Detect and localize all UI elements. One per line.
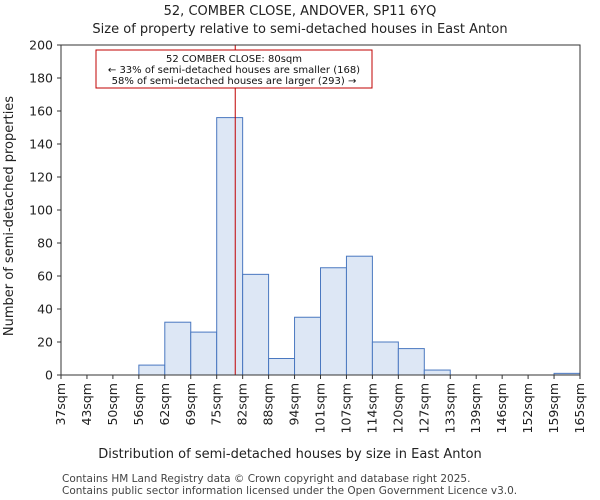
y-tick-label: 200 xyxy=(29,38,53,53)
chart-subtitle: Size of property relative to semi-detach… xyxy=(92,22,507,37)
x-tick-label: 43sqm xyxy=(79,383,94,426)
x-tick-label: 152sqm xyxy=(520,383,535,433)
histogram-chart: 52, COMBER CLOSE, ANDOVER, SP11 6YQ Size… xyxy=(2,4,587,462)
x-tick-label: 107sqm xyxy=(338,383,353,433)
annotation-box: 52 COMBER CLOSE: 80sqm ← 33% of semi-det… xyxy=(95,49,373,89)
annotation-line-2: ← 33% of semi-detached houses are smalle… xyxy=(108,65,360,76)
y-tick-label: 40 xyxy=(37,302,53,317)
x-tick-label: 50sqm xyxy=(105,383,120,426)
histogram-bar xyxy=(164,321,192,376)
x-tick-label: 94sqm xyxy=(287,383,302,426)
histogram-bar xyxy=(320,267,347,376)
annotation-line-3: 58% of semi-detached houses are larger (… xyxy=(112,76,357,87)
x-tick-label: 69sqm xyxy=(183,383,198,426)
x-tick-label: 159sqm xyxy=(546,383,561,433)
x-tick-label: 165sqm xyxy=(572,383,587,433)
y-tick-label: 140 xyxy=(29,137,53,152)
histogram-bar xyxy=(138,364,166,376)
y-tick-label: 120 xyxy=(29,170,53,185)
x-tick-label: 75sqm xyxy=(209,383,224,426)
y-tick-label: 60 xyxy=(37,269,53,284)
x-tick-label: 56sqm xyxy=(131,383,146,426)
y-axis-ticks: 0 20 40 60 80 100 120 140 160 180 200 xyxy=(29,38,61,383)
y-tick-label: 160 xyxy=(29,104,53,119)
x-axis-ticks: 37sqm 43sqm 50sqm 56sqm 62sqm 69sqm 75sqm 82sqm… xyxy=(53,375,587,433)
histogram-bar xyxy=(268,358,296,376)
y-tick-label: 0 xyxy=(45,368,53,383)
x-tick-label: 120sqm xyxy=(390,383,405,433)
histogram-bar xyxy=(345,255,373,376)
chart-title: 52, COMBER CLOSE, ANDOVER, SP11 6YQ xyxy=(164,4,437,19)
histogram-bar xyxy=(190,331,218,376)
annotation-border xyxy=(95,49,373,89)
x-tick-label: 127sqm xyxy=(416,383,431,433)
plot-frame xyxy=(60,44,581,376)
y-tick-label: 80 xyxy=(37,236,53,251)
bars-group xyxy=(138,117,581,376)
x-tick-label: 37sqm xyxy=(53,383,68,426)
annotation-line-1: 52 COMBER CLOSE: 80sqm xyxy=(166,54,302,65)
x-axis-label: Distribution of semi-detached houses by … xyxy=(98,447,482,462)
y-tick-label: 100 xyxy=(29,203,53,218)
footer-line-1: Contains HM Land Registry data © Crown c… xyxy=(62,473,471,485)
x-tick-label: 146sqm xyxy=(494,383,509,433)
footer-line-2: Contains public sector information licen… xyxy=(62,485,518,497)
histogram-bar xyxy=(294,316,321,376)
histogram-bar xyxy=(242,273,270,376)
y-tick-label: 20 xyxy=(37,335,53,350)
histogram-bar xyxy=(216,117,244,376)
y-axis-label: Number of semi-detached properties xyxy=(2,96,17,336)
histogram-bar xyxy=(371,341,399,376)
x-tick-label: 139sqm xyxy=(468,383,483,433)
y-tick-label: 180 xyxy=(29,71,53,86)
histogram-bar xyxy=(423,369,451,376)
x-tick-label: 82sqm xyxy=(235,383,250,426)
x-tick-label: 133sqm xyxy=(442,383,457,433)
histogram-bar xyxy=(397,348,425,376)
x-tick-label: 88sqm xyxy=(261,383,276,426)
x-tick-label: 62sqm xyxy=(157,383,172,426)
x-tick-label: 101sqm xyxy=(313,383,328,433)
x-tick-label: 114sqm xyxy=(364,383,379,433)
